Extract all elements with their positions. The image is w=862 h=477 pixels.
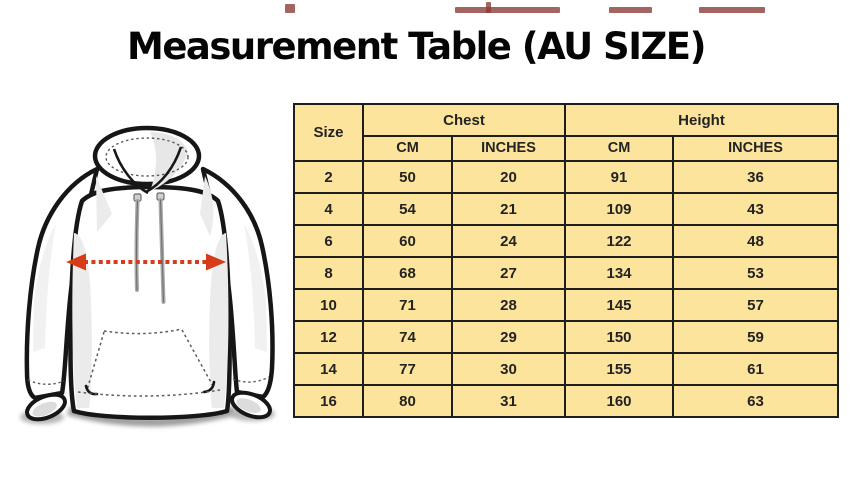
cell-height-cm: 109 [564,192,674,226]
col-header-chest-inches: INCHES [451,135,566,162]
col-group-height: Height [563,103,840,137]
cell-chest-cm: 74 [362,320,453,354]
table-row: 12 74 29 150 59 [293,320,840,354]
cell-height-inches: 61 [671,352,840,386]
cropped-text-artifact [486,2,491,13]
cell-chest-cm: 68 [362,256,453,290]
cell-height-cm: 122 [564,224,674,258]
cell-height-cm: 134 [564,256,674,290]
table-row: 4 54 21 109 43 [293,192,840,226]
cell-height-inches: 53 [671,256,840,290]
cell-height-cm: 91 [564,160,674,194]
cell-size: 12 [293,320,364,354]
measurement-table: Size Chest Height CM INCHES CM INCHES 2 … [293,103,840,418]
cropped-text-artifact [285,4,295,13]
col-header-size: Size [293,103,364,162]
hood [92,125,202,195]
cell-height-inches: 57 [671,288,840,322]
table-row: 2 50 20 91 36 [293,160,840,194]
shading [33,176,267,408]
cell-height-cm: 145 [564,288,674,322]
table-row: 6 60 24 122 48 [293,224,840,258]
cell-chest-inches: 20 [451,160,566,194]
cell-height-cm: 150 [564,320,674,354]
cell-chest-inches: 27 [451,256,566,290]
cell-height-cm: 160 [564,384,674,418]
table-row: 8 68 27 134 53 [293,256,840,290]
cell-size: 4 [293,192,364,226]
cell-chest-cm: 71 [362,288,453,322]
cell-chest-cm: 80 [362,384,453,418]
col-group-chest: Chest [362,103,566,137]
cuffs [25,376,272,422]
hoodie-diagram [0,100,300,472]
chest-width-arrow [66,253,226,271]
table-row: 16 80 31 160 63 [293,384,840,418]
table-row: 10 71 28 145 57 [293,288,840,322]
page-title: Measurement Table (AU SIZE) [127,25,707,68]
table-row: 14 77 30 155 61 [293,352,840,386]
col-header-height-inches: INCHES [671,135,840,162]
cell-height-inches: 63 [671,384,840,418]
cell-size: 14 [293,352,364,386]
cell-size: 2 [293,160,364,194]
cell-chest-inches: 24 [451,224,566,258]
cell-height-inches: 48 [671,224,840,258]
cell-chest-cm: 54 [362,192,453,226]
cell-chest-inches: 28 [451,288,566,322]
cell-chest-inches: 31 [451,384,566,418]
body [68,184,232,420]
cell-chest-inches: 29 [451,320,566,354]
cell-size: 8 [293,256,364,290]
cell-chest-inches: 30 [451,352,566,386]
cell-chest-inches: 21 [451,192,566,226]
cell-size: 6 [293,224,364,258]
cell-size: 10 [293,288,364,322]
cell-chest-cm: 77 [362,352,453,386]
cell-chest-cm: 60 [362,224,453,258]
drawstrings [133,192,166,304]
col-header-chest-cm: CM [362,135,453,162]
cropped-text-artifact [455,7,560,13]
cell-chest-cm: 50 [362,160,453,194]
cell-height-cm: 155 [564,352,674,386]
cropped-text-artifact [609,7,652,13]
col-header-height-cm: CM [564,135,674,162]
cropped-text-artifact [699,7,765,13]
cell-size: 16 [293,384,364,418]
cell-height-inches: 59 [671,320,840,354]
cell-height-inches: 36 [671,160,840,194]
cell-height-inches: 43 [671,192,840,226]
